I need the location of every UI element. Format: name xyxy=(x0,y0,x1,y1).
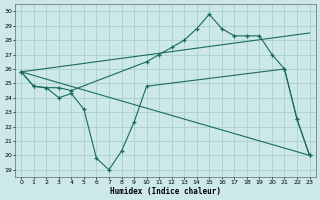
X-axis label: Humidex (Indice chaleur): Humidex (Indice chaleur) xyxy=(110,187,221,196)
